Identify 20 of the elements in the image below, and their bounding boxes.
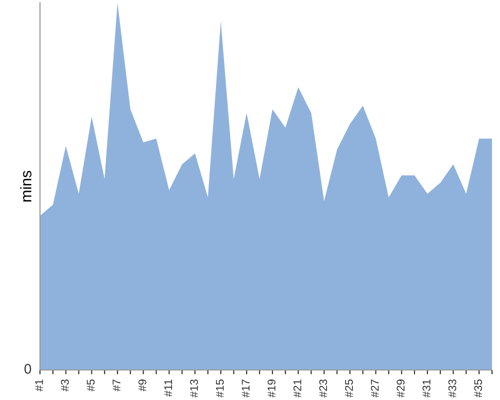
x-tick-label: #29	[396, 380, 405, 398]
x-tick-label: #21	[293, 380, 302, 398]
x-tick-label: #7	[112, 380, 120, 392]
x-tick-label: #35	[474, 379, 482, 398]
x-tick-label: #33	[448, 380, 456, 398]
x-tick-label: #27	[370, 380, 379, 398]
x-tick-label: #3	[60, 380, 69, 392]
x-tick-label: #1	[35, 380, 43, 392]
x-tick-label: #25	[345, 379, 353, 398]
x-tick-label: #15	[216, 379, 224, 398]
x-tick-label: #9	[138, 380, 146, 392]
y-axis-title: mins	[20, 170, 32, 202]
x-tick-label: #13	[190, 380, 198, 398]
text: 0	[24, 364, 32, 374]
x-tick-label: #5	[86, 379, 95, 392]
x-tick-label: #23	[319, 380, 328, 398]
x-tick-label: #19	[268, 380, 276, 398]
x-tick-label: #11	[164, 380, 172, 397]
x-tick-label: #17	[242, 380, 250, 398]
x-tick-label: #31	[422, 380, 430, 398]
